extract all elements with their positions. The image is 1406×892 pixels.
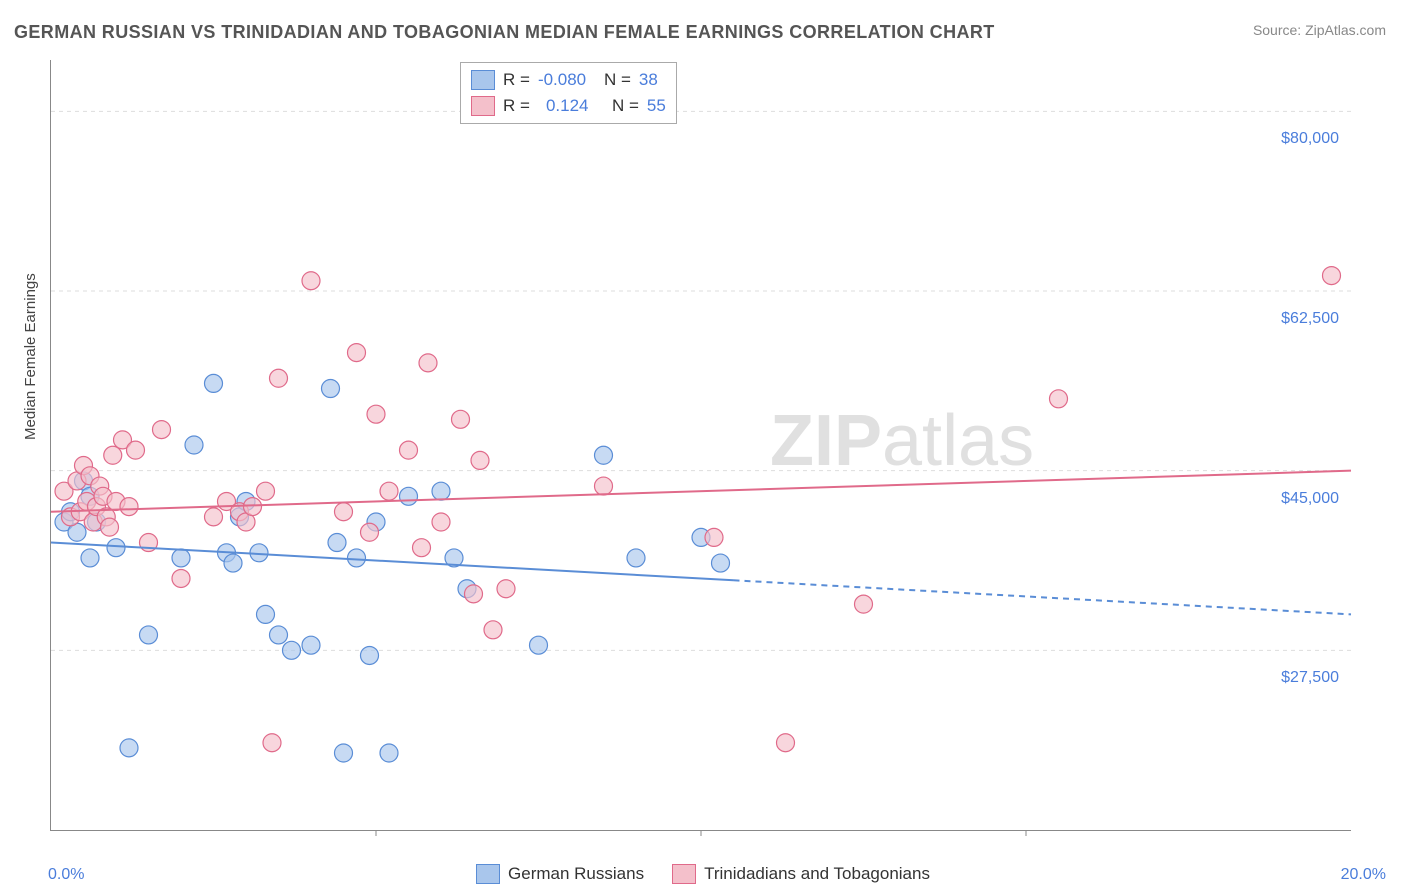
x-tick-max: 20.0%	[1341, 866, 1386, 884]
swatch-series-1	[476, 864, 500, 884]
y-tick-label: $80,000	[1281, 130, 1339, 148]
legend-row-2: R = 0.124 N = 55	[471, 93, 666, 119]
y-tick-label: $45,000	[1281, 490, 1339, 508]
chart-svg	[51, 60, 1351, 830]
chart-container: GERMAN RUSSIAN VS TRINIDADIAN AND TOBAGO…	[0, 0, 1406, 892]
r-value-2: 0.124	[538, 96, 604, 116]
series-legend: German Russians Trinidadians and Tobagon…	[0, 864, 1406, 884]
n-value-1: 38	[639, 70, 658, 90]
swatch-series-2	[471, 96, 495, 116]
n-value-2: 55	[647, 96, 666, 116]
correlation-legend: R = -0.080 N = 38 R = 0.124 N = 55	[460, 62, 677, 124]
legend-row-1: R = -0.080 N = 38	[471, 67, 666, 93]
swatch-series-2	[672, 864, 696, 884]
series-1-name: German Russians	[508, 864, 644, 884]
y-tick-label: $62,500	[1281, 310, 1339, 328]
n-label: N =	[604, 70, 631, 90]
r-label: R =	[503, 70, 530, 90]
source-label: Source: ZipAtlas.com	[1253, 22, 1386, 38]
legend-item-2: Trinidadians and Tobagonians	[672, 864, 930, 884]
n-label: N =	[612, 96, 639, 116]
swatch-series-1	[471, 70, 495, 90]
plot-area: $27,500 $45,000 $62,500 $80,000	[50, 60, 1351, 831]
x-tick-min: 0.0%	[48, 866, 84, 884]
y-tick-label: $27,500	[1281, 669, 1339, 687]
series-2-name: Trinidadians and Tobagonians	[704, 864, 930, 884]
y-axis-label: Median Female Earnings	[22, 273, 39, 440]
r-value-1: -0.080	[538, 70, 596, 90]
chart-title: GERMAN RUSSIAN VS TRINIDADIAN AND TOBAGO…	[14, 22, 995, 43]
legend-item-1: German Russians	[476, 864, 644, 884]
r-label: R =	[503, 96, 530, 116]
